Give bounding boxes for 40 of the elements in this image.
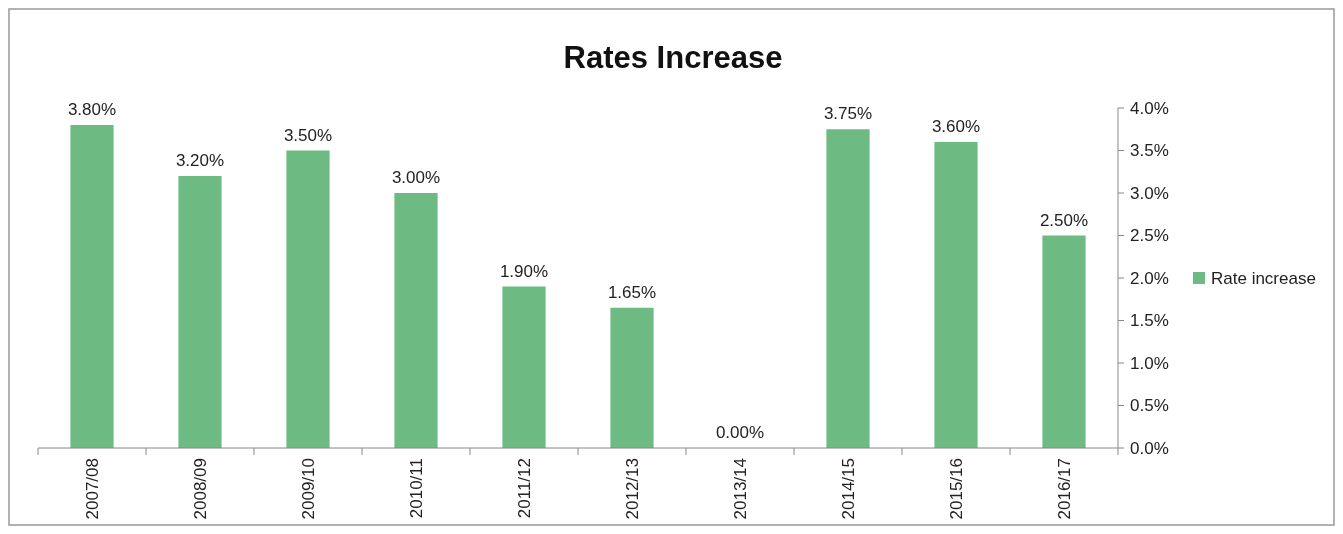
bar xyxy=(286,150,330,448)
y2-tick-label: 1.0% xyxy=(1130,353,1169,373)
data-label: 3.20% xyxy=(175,151,225,170)
data-label: 0.00% xyxy=(715,423,765,442)
x-tick-label: 2012/13 xyxy=(623,458,642,520)
x-tick-label: 2011/12 xyxy=(515,458,534,519)
data-label: 1.90% xyxy=(499,261,549,281)
y2-tick-label: 2.0% xyxy=(1130,268,1169,288)
legend-label: Rate increase xyxy=(1211,268,1316,288)
y2-tick-label: 1.5% xyxy=(1130,311,1169,331)
x-tick-label: 2015/16 xyxy=(947,458,966,520)
x-tick-label: 2009/10 xyxy=(299,458,318,520)
bar xyxy=(178,176,222,448)
x-tick-label: 2013/14 xyxy=(731,458,750,520)
bar xyxy=(934,142,978,448)
data-label: 3.75% xyxy=(823,104,873,124)
y2-tick-label: 3.0% xyxy=(1130,183,1169,203)
data-label: 1.65% xyxy=(607,282,657,302)
y2-tick-label: 0.0% xyxy=(1130,438,1169,458)
y2-tick-label: 3.5% xyxy=(1130,141,1169,161)
data-label: 2.50% xyxy=(1039,210,1089,230)
data-label: 3.50% xyxy=(283,125,333,145)
bar xyxy=(394,193,438,448)
x-tick-label: 2008/09 xyxy=(191,458,210,520)
data-label: 3.00% xyxy=(391,168,441,187)
x-tick-label: 2014/15 xyxy=(839,458,858,520)
bar xyxy=(1042,235,1086,448)
bar xyxy=(610,307,654,448)
bar xyxy=(502,286,546,448)
x-tick-label: 2010/11 xyxy=(407,458,426,519)
bar xyxy=(826,129,870,448)
data-label: 3.80% xyxy=(67,100,117,119)
chart-title: Rates Increase xyxy=(563,40,783,75)
data-label: 3.60% xyxy=(931,117,981,136)
x-tick-label: 2007/08 xyxy=(83,458,102,520)
y2-tick-label: 0.5% xyxy=(1130,396,1169,416)
bar xyxy=(70,125,114,448)
x-tick-label: 2016/17 xyxy=(1055,458,1074,520)
y2-tick-label: 4.0% xyxy=(1130,98,1169,118)
y2-tick-label: 2.5% xyxy=(1130,226,1169,246)
